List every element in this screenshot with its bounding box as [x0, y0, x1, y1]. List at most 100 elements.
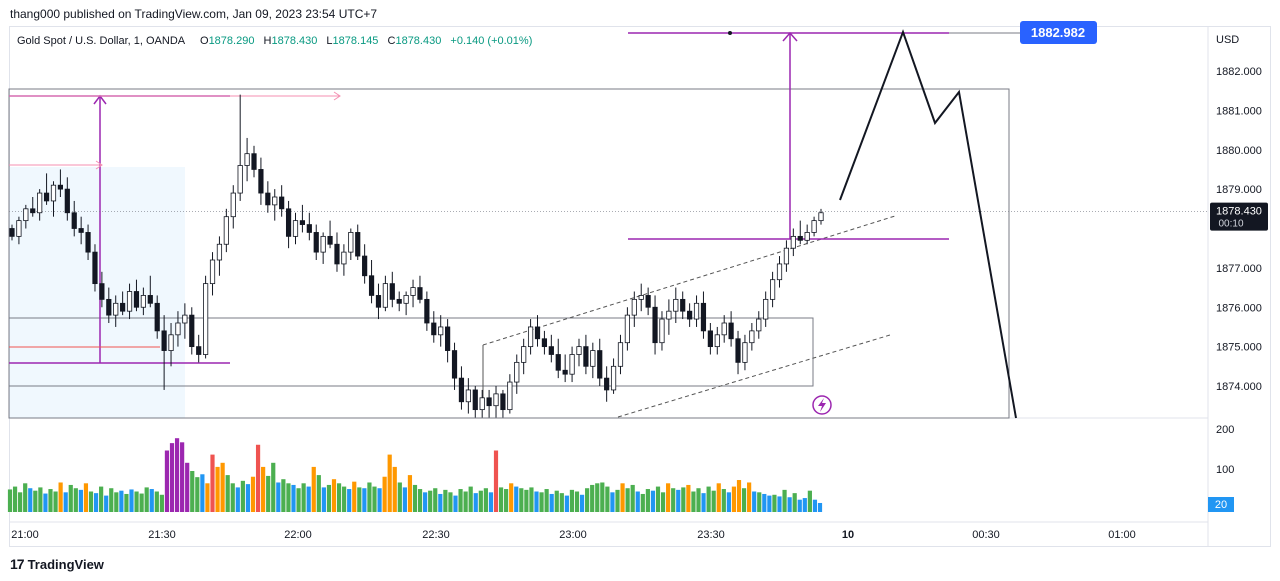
volume-tick-label: 100 [1216, 464, 1234, 476]
candle-body [403, 295, 409, 304]
candle [396, 291, 402, 312]
candle [507, 374, 513, 414]
candle [666, 299, 672, 335]
candle [147, 275, 153, 308]
candle-body [590, 350, 596, 367]
candle [424, 291, 430, 331]
volume-bar [306, 486, 311, 512]
candle [265, 181, 271, 213]
volume-bar [660, 492, 666, 512]
volume-bar [686, 484, 691, 512]
last-price-label: 1878.430 [1216, 206, 1262, 218]
candle-body [465, 389, 471, 403]
candle-body [161, 330, 167, 351]
candle-body [230, 192, 236, 218]
volume-bar [767, 495, 772, 512]
target-price-label: 1882.982 [1031, 25, 1085, 40]
candle-body [196, 346, 202, 355]
candle-body [126, 291, 133, 312]
channel-lower-line [617, 334, 891, 418]
low-label: L [326, 35, 332, 47]
candle-body [707, 330, 713, 348]
volume-bar [478, 490, 483, 512]
volume-bar [701, 493, 706, 512]
candle [707, 323, 713, 355]
volume-bar [169, 443, 175, 512]
candle [604, 366, 610, 402]
candle-body [265, 192, 271, 206]
candle-body [673, 298, 679, 312]
candle [292, 212, 299, 245]
candle-body [700, 302, 707, 332]
volume-bar [326, 484, 332, 512]
candle-body [147, 295, 153, 304]
candle [590, 342, 596, 379]
volume-bar [448, 492, 453, 512]
candle [763, 291, 769, 327]
volume-bar [286, 483, 291, 512]
lightning-icon[interactable] [812, 395, 832, 415]
candle-body [576, 346, 582, 355]
volume-bar [797, 499, 802, 512]
volume-bar [493, 450, 499, 512]
volume-bar [696, 488, 701, 512]
candle-body [57, 184, 64, 190]
candle-body [362, 255, 368, 277]
volume-bar [463, 491, 468, 512]
volume-bar [301, 483, 306, 512]
last-price-badge [1210, 202, 1268, 231]
candle [500, 389, 506, 418]
candle-body [182, 314, 188, 324]
candle-body [693, 302, 700, 320]
currency-label: USD [1216, 34, 1239, 46]
candle [548, 334, 554, 363]
candle [57, 169, 64, 197]
volume-bar [757, 492, 762, 512]
volume-bar [83, 483, 89, 512]
volume-bar [736, 480, 742, 512]
candle [175, 311, 181, 347]
volume-bar [33, 490, 38, 512]
volume-bar [534, 491, 539, 512]
candle-body [728, 322, 734, 340]
candle-body [382, 283, 388, 308]
volume-bar [453, 495, 458, 512]
candle-body [666, 310, 672, 320]
candle [680, 291, 686, 320]
candle-body [534, 326, 541, 340]
high-label: H [264, 35, 272, 47]
candle [769, 271, 776, 308]
volume-bar [144, 487, 149, 512]
volume-bar [372, 486, 377, 512]
volume-bar [397, 482, 402, 512]
volume-bar [367, 482, 372, 512]
candle [541, 330, 548, 355]
volume-bar [347, 489, 352, 512]
candle [458, 366, 465, 410]
candle-body [562, 369, 568, 375]
low-value: 1878.145 [333, 35, 379, 47]
price-tick-label: 1882.000 [1216, 66, 1262, 78]
candle [382, 275, 388, 312]
candle [92, 244, 98, 292]
candle-body [272, 196, 278, 206]
candle-body [71, 212, 77, 229]
candle-body [279, 196, 285, 210]
volume-bar [691, 491, 696, 512]
volume-bar [752, 491, 757, 512]
candle [783, 240, 790, 272]
time-tick-label: 21:30 [148, 529, 176, 541]
volume-bar [28, 488, 33, 512]
tradingview-logo[interactable]: 17 TradingView [10, 556, 104, 572]
volume-bar [772, 494, 777, 512]
volume-bar [817, 502, 823, 512]
candle-body [527, 326, 534, 348]
candle-body [327, 235, 333, 245]
candle [362, 244, 368, 284]
volume-bar [468, 486, 473, 512]
volume-bar [741, 488, 747, 512]
volume-bar [255, 444, 261, 512]
candle [756, 311, 762, 339]
volume-bar [321, 487, 326, 512]
